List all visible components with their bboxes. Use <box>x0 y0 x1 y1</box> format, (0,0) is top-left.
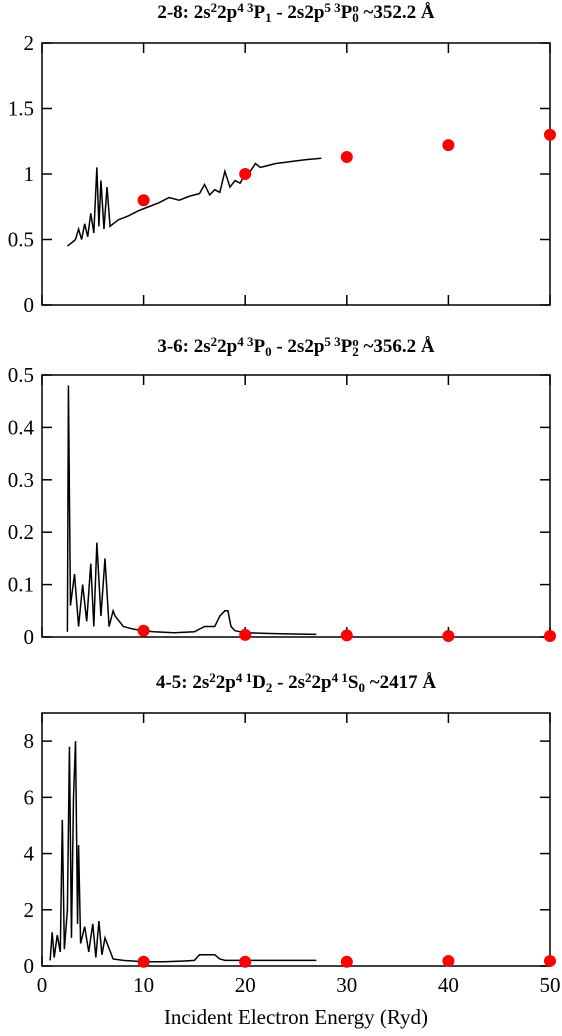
title-text: ~352.2 Å <box>359 2 435 23</box>
data-point <box>239 628 252 641</box>
title-sup: 4 3 <box>237 334 254 349</box>
data-point <box>340 955 353 968</box>
x-tick-label: 50 <box>540 973 561 997</box>
y-tick-label: 0.3 <box>8 468 34 492</box>
title-text: D <box>252 672 266 693</box>
data-point <box>137 194 150 207</box>
data-point <box>239 955 252 968</box>
data-point <box>137 955 150 968</box>
y-tick-label: 0 <box>24 293 35 317</box>
plot-frame <box>41 374 551 638</box>
title-text: 2-8: 2s <box>157 2 210 23</box>
x-tick-label: 20 <box>235 973 256 997</box>
y-tick-label: 0.1 <box>8 573 34 597</box>
data-point <box>340 629 353 642</box>
x-tick-label: 0 <box>37 973 48 997</box>
title-text: 3-6: 2s <box>157 336 210 357</box>
title-sub: 0 <box>265 344 272 359</box>
title-text: ~2417 Å <box>365 672 436 693</box>
y-tick-label: 0.5 <box>8 228 34 252</box>
y-tick-label: 1 <box>24 162 35 186</box>
data-point <box>544 629 556 642</box>
title-sup: 2 <box>211 334 218 349</box>
title-sub: 0 <box>358 680 365 695</box>
y-tick-label: 6 <box>24 785 35 809</box>
plot-frame <box>41 712 551 967</box>
title-text: S <box>348 672 359 693</box>
y-tick-label: 0.2 <box>8 520 34 544</box>
x-axis-label: Incident Electron Energy (Ryd) <box>164 1005 428 1029</box>
title-sup: o <box>352 0 359 15</box>
y-tick-label: 1.5 <box>8 97 34 121</box>
y-tick-label: 8 <box>24 729 35 753</box>
y-tick-label: 2 <box>24 898 35 922</box>
title-sup: o <box>352 334 359 349</box>
panel-title: 2-8: 2s22p4 3P1 - 2s2p5 3Po 0 ~352.2 Å <box>157 0 435 25</box>
title-sup: 5 3 <box>324 334 341 349</box>
y-tick-label: 0 <box>24 954 35 978</box>
panel: 4-5: 2s22p4 1D2 - 2s22p4 1S0 ~2417 Å0246… <box>24 670 561 1029</box>
title-sup: 5 3 <box>324 0 341 15</box>
title-text: P <box>254 336 266 357</box>
data-point <box>544 954 556 967</box>
title-sub: 2 <box>352 344 359 359</box>
data-point <box>137 624 150 637</box>
title-text: ~356.2 Å <box>359 336 435 357</box>
y-tick-label: 0 <box>24 625 35 649</box>
y-tick-label: 4 <box>24 842 35 866</box>
title-sup: 4 1 <box>236 670 252 685</box>
panel-title: 4-5: 2s22p4 1D2 - 2s22p4 1S0 ~2417 Å <box>156 670 436 695</box>
data-point <box>544 128 556 141</box>
data-point <box>442 954 455 967</box>
panel: 3-6: 2s22p4 3P0 - 2s2p5 3Po 2 ~356.2 Å00.… <box>8 334 556 649</box>
y-tick-label: 0.5 <box>8 363 34 387</box>
title-text: - 2s2p <box>272 336 325 357</box>
title-text: 2p <box>312 672 332 693</box>
data-line <box>49 741 317 963</box>
title-text: P <box>341 336 353 357</box>
x-tick-label: 30 <box>336 973 357 997</box>
title-sup: 2 <box>209 670 216 685</box>
y-tick-label: 0.4 <box>8 415 35 439</box>
plot-frame <box>41 42 551 306</box>
title-text: 2p <box>217 2 237 23</box>
title-sup: 2 <box>211 0 218 15</box>
title-sup: 4 1 <box>332 670 348 685</box>
title-text: P <box>341 2 353 23</box>
data-line <box>66 385 317 636</box>
data-point <box>442 629 455 642</box>
y-tick-label: 2 <box>24 31 35 55</box>
data-point <box>239 168 252 180</box>
title-sup: 2 <box>305 670 312 685</box>
title-sub: 1 <box>265 10 272 25</box>
data-point <box>442 139 455 152</box>
x-tick-label: 40 <box>438 973 459 997</box>
x-tick-label: 10 <box>133 973 154 997</box>
title-text: 2p <box>216 672 236 693</box>
data-line <box>66 157 322 247</box>
panel-title: 3-6: 2s22p4 3P0 - 2s2p5 3Po 2 ~356.2 Å <box>157 334 435 359</box>
title-sup: 4 3 <box>237 0 254 15</box>
title-sub: 2 <box>266 680 273 695</box>
title-text: P <box>254 2 266 23</box>
panel: 2-8: 2s22p4 3P1 - 2s2p5 3Po 0 ~352.2 Å00.… <box>8 0 556 317</box>
title-text: 2p <box>217 336 237 357</box>
title-text: - 2s2p <box>272 2 325 23</box>
title-text: - 2s <box>272 672 305 693</box>
title-sub: 0 <box>352 10 359 25</box>
data-point <box>340 150 353 163</box>
title-text: 4-5: 2s <box>156 672 209 693</box>
